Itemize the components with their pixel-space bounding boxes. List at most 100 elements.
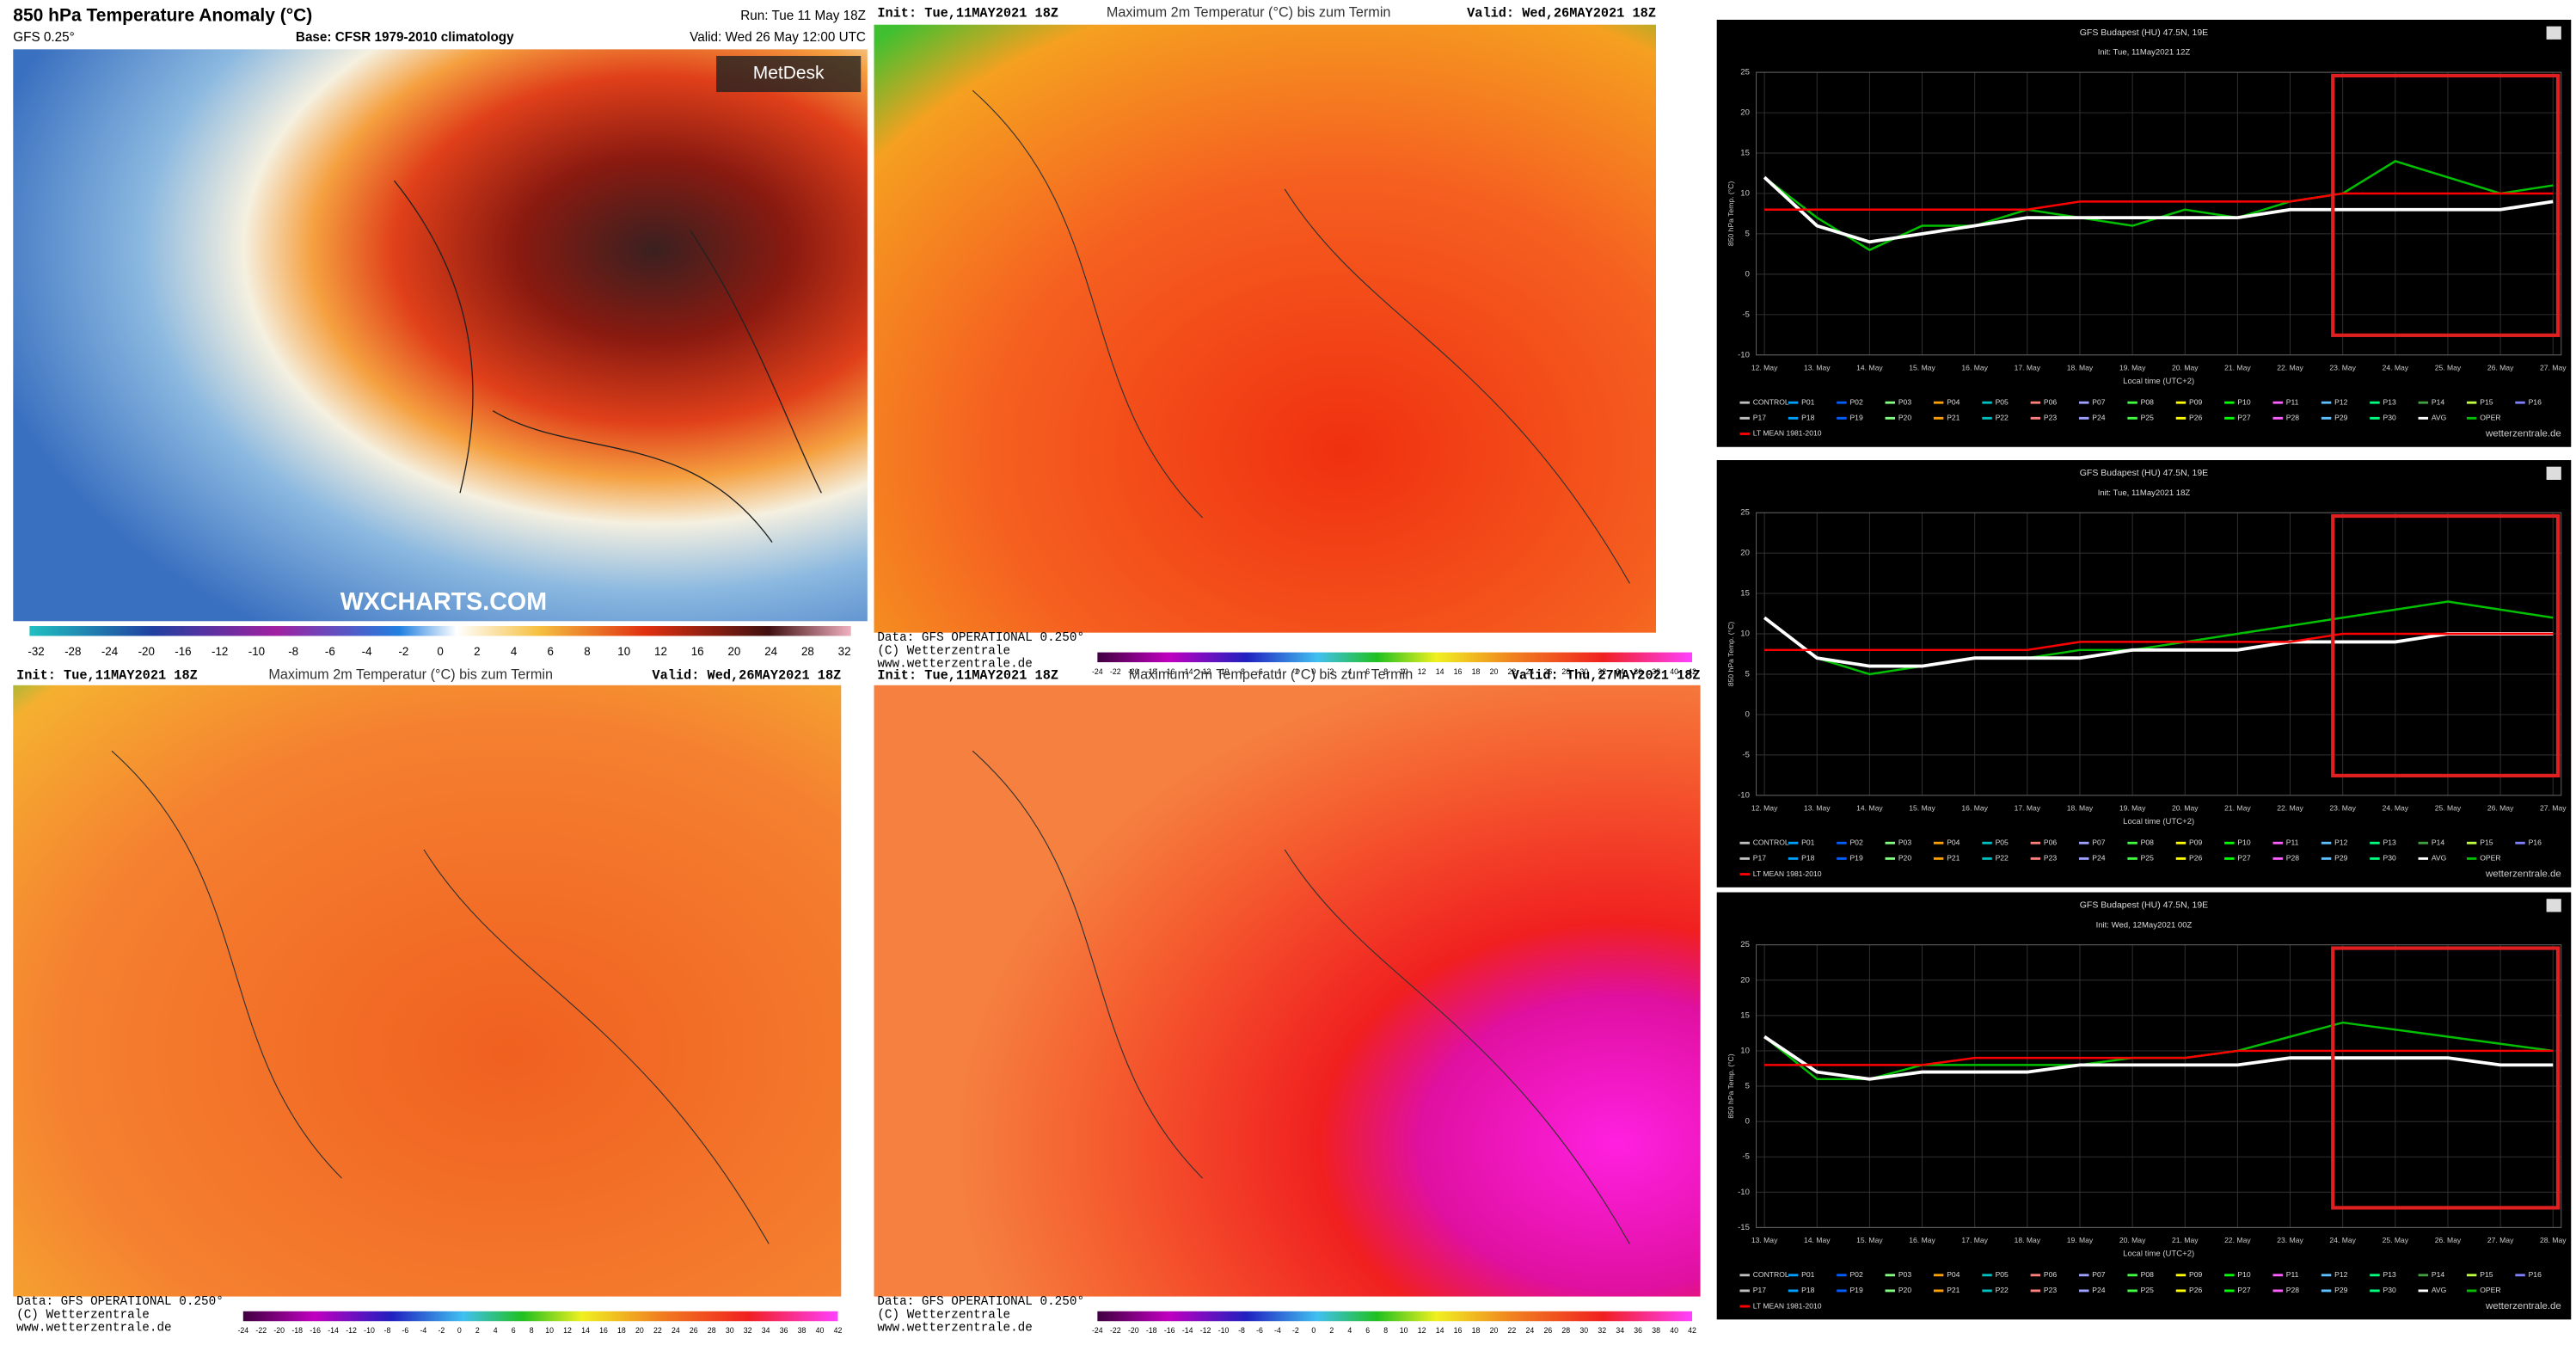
x-tick-label: 23. May <box>2329 363 2356 372</box>
colorbar-label: -16 <box>1164 1326 1175 1335</box>
legend-label: P21 <box>1947 414 1960 422</box>
colorbar-label: 24 <box>1526 1326 1535 1335</box>
colorbar-label: 2 <box>474 645 480 658</box>
colorbar-label: 20 <box>635 1326 644 1335</box>
colorbar-label: 24 <box>1526 667 1535 676</box>
x-tick-label: 21. May <box>2224 803 2251 812</box>
colorbar-label: -4 <box>420 1326 426 1335</box>
legend-label: OPER <box>2480 414 2500 422</box>
colorbar-label: 28 <box>708 1326 716 1335</box>
legend-label: P01 <box>1801 397 1814 406</box>
map-valid: Valid: Wed,26MAY2021 18Z <box>1467 5 1656 21</box>
colorbar-label: 34 <box>1616 1326 1624 1335</box>
y-tick-label: 0 <box>1745 269 1750 279</box>
legend-label: P15 <box>2480 397 2493 406</box>
map-field <box>874 24 1656 633</box>
legend-label: P23 <box>2044 854 2057 863</box>
colorbar-label: 10 <box>545 1326 554 1335</box>
colorbar <box>1097 652 1693 663</box>
colorbar-label: -12 <box>346 1326 357 1335</box>
legend-label: P26 <box>2189 414 2202 422</box>
x-tick-label: 22. May <box>2277 363 2303 372</box>
colorbar-label: 16 <box>1454 1326 1463 1335</box>
colorbar-label: 10 <box>1400 667 1408 676</box>
x-tick-label: 21. May <box>2172 1236 2199 1244</box>
colorbar-label: -16 <box>1164 667 1175 676</box>
map-url: www.wetterzentrale.de <box>877 658 1033 672</box>
legend-label: P16 <box>2529 1270 2542 1279</box>
colorbar-label: -4 <box>1274 667 1281 676</box>
ensemble-chart: GFS Budapest (HU) 47.5N, 19E Init: Tue, 1… <box>1716 19 2572 447</box>
map-field <box>13 49 868 622</box>
map-copyright: (C) Wetterzentrale <box>16 1308 150 1322</box>
map-valid: Valid: Wed 26 May 12:00 UTC <box>690 30 866 45</box>
y-axis-label: 850 hPa Temp. (°C) <box>1727 1053 1735 1118</box>
legend-label: P17 <box>1753 1286 1766 1294</box>
legend-label: P30 <box>2383 1286 2395 1294</box>
colorbar-label: 38 <box>1652 667 1660 676</box>
y-tick-label: 25 <box>1740 508 1750 518</box>
x-tick-label: 17. May <box>2015 803 2041 812</box>
logo: MetDesk <box>753 64 825 83</box>
colorbar-label: -16 <box>310 1326 321 1335</box>
colorbar-label: -4 <box>1274 1326 1281 1335</box>
colorbar-label: 0 <box>437 645 443 658</box>
colorbar-label: 22 <box>1508 1326 1517 1335</box>
colorbar-label: 4 <box>1347 667 1352 676</box>
colorbar-label: 0 <box>1311 667 1316 676</box>
colorbar-label: 36 <box>780 1326 788 1335</box>
colorbar-label: 32 <box>1598 1326 1606 1335</box>
legend-label: P28 <box>2286 854 2299 863</box>
legend-label: P09 <box>2189 397 2202 406</box>
legend-label: P27 <box>2237 414 2250 422</box>
legend-label: P24 <box>2092 854 2105 863</box>
logo-box <box>716 56 862 93</box>
x-tick-label: 15. May <box>1909 363 1935 372</box>
colorbar-label: 20 <box>1490 1326 1499 1335</box>
map-run: Run: Tue 11 May 18Z <box>740 9 866 23</box>
colorbar-label: -28 <box>64 645 81 658</box>
colorbar-label: 4 <box>494 1326 498 1335</box>
coastlines <box>972 750 1630 1244</box>
series-line <box>1763 600 2554 676</box>
colorbar-label: -22 <box>1110 667 1121 676</box>
x-tick-label: 18. May <box>2067 363 2094 372</box>
colorbar-label: -4 <box>362 645 372 658</box>
legend-label: P02 <box>1849 1270 1862 1279</box>
x-tick-label: 25. May <box>2383 1236 2409 1244</box>
legend-label: P08 <box>2141 397 2154 406</box>
legend-label: P25 <box>2141 854 2154 863</box>
colorbar-label: 20 <box>1490 667 1499 676</box>
colorbar-label: 0 <box>457 1326 462 1335</box>
colorbar-label: 10 <box>1400 1326 1408 1335</box>
x-tick-label: 20. May <box>2172 363 2199 372</box>
legend-label: P13 <box>2383 1270 2395 1279</box>
x-tick-label: 20. May <box>2172 803 2199 812</box>
colorbar-label: -6 <box>325 645 335 658</box>
colorbar-label: -8 <box>1238 1326 1245 1335</box>
colorbar-label: 40 <box>1670 1326 1678 1335</box>
y-tick-label: 20 <box>1740 108 1750 118</box>
map-init: Init: Tue,11MAY2021 18Z <box>16 667 198 683</box>
x-tick-label: 17. May <box>1961 1236 1988 1244</box>
x-tick-label: 16. May <box>1909 1236 1935 1244</box>
colorbar-label: -8 <box>288 645 298 658</box>
legend-label: P10 <box>2237 1270 2250 1279</box>
x-tick-label: 13. May <box>1804 803 1831 812</box>
x-tick-label: 15. May <box>1909 803 1935 812</box>
map-title: Maximum 2m Temperatur (°C) bis zum Termi… <box>268 667 553 683</box>
x-tick-label: 12. May <box>1751 803 1778 812</box>
y-tick-label: 0 <box>1745 1117 1750 1127</box>
legend-label: P17 <box>1753 854 1766 863</box>
colorbar-label: -18 <box>1146 667 1157 676</box>
colorbar-label: 22 <box>1508 667 1517 676</box>
chart-background <box>1716 460 2572 887</box>
colorbar-label: 24 <box>672 1326 680 1335</box>
chart-title: GFS Budapest (HU) 47.5N, 19E <box>2080 900 2208 911</box>
x-tick-label: 14. May <box>1856 803 1883 812</box>
colorbar-label: 20 <box>727 645 740 658</box>
legend-label: P11 <box>2286 1270 2299 1279</box>
x-tick-label: 16. May <box>1961 363 1988 372</box>
colorbar-label: 18 <box>617 1326 626 1335</box>
colorbar-label: -20 <box>273 1326 285 1335</box>
